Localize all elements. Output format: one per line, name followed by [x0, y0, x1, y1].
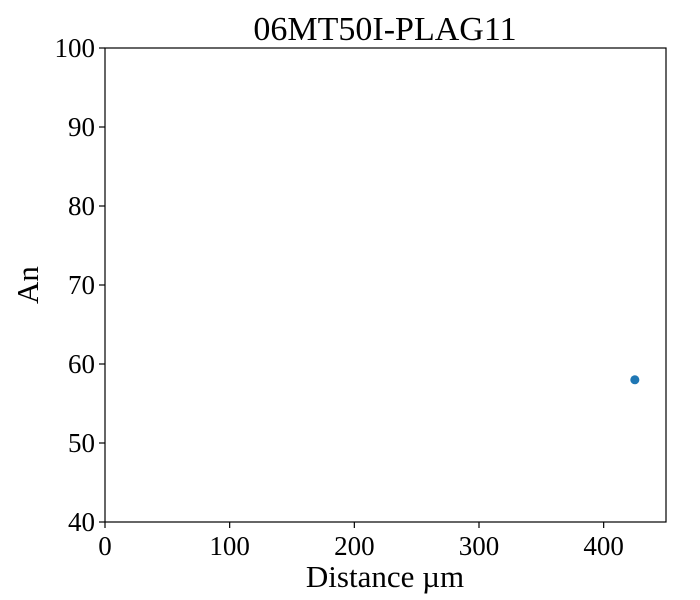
y-tick-label: 70 — [68, 270, 95, 300]
y-tick-label: 100 — [55, 33, 96, 63]
y-tick-label: 40 — [68, 507, 95, 537]
x-tick-label: 100 — [209, 531, 250, 561]
data-point — [630, 375, 640, 385]
data-points — [630, 375, 640, 385]
x-axis-label: Distance µm — [306, 559, 464, 594]
plot-area-frame — [104, 47, 667, 523]
x-tick-label: 0 — [98, 531, 112, 561]
y-axis-ticks: 40 50 60 70 80 90 100 — [55, 33, 105, 537]
y-tick-label: 80 — [68, 191, 95, 221]
y-tick-label: 50 — [68, 428, 95, 458]
x-tick-label: 200 — [334, 531, 375, 561]
x-tick-label: 400 — [583, 531, 624, 561]
chart-title: 06MT50I-PLAG11 — [253, 11, 516, 48]
y-tick-label: 90 — [68, 112, 95, 142]
x-tick-label: 300 — [459, 531, 500, 561]
y-tick-label: 60 — [68, 349, 95, 379]
x-axis-ticks: 0 100 200 300 400 — [98, 522, 624, 561]
y-axis-label: An — [10, 266, 45, 304]
